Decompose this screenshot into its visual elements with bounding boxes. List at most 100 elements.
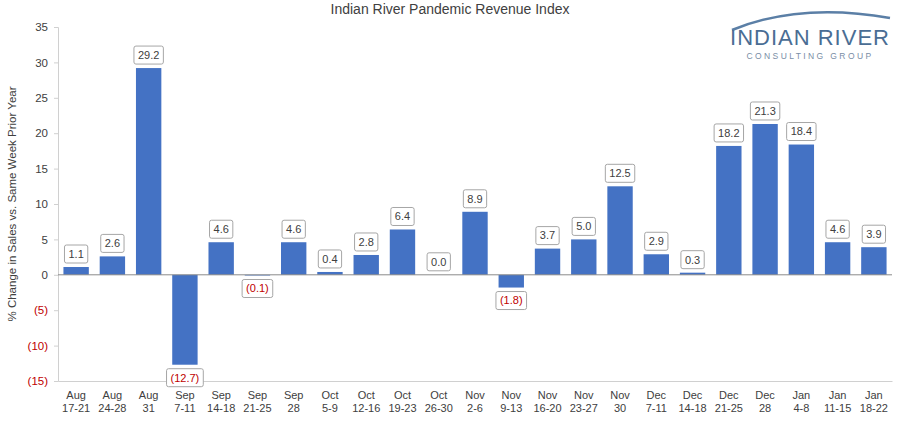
bar [861, 247, 886, 275]
bar [281, 242, 306, 275]
y-tick-mark [54, 27, 58, 28]
data-label-box [826, 220, 849, 238]
x-tick: Jan18-22 [860, 389, 888, 414]
data-label: 2.6 [101, 234, 124, 252]
data-label-text: 4.6 [286, 223, 301, 235]
data-label-box [714, 124, 743, 142]
y-tick-mark [54, 381, 58, 382]
data-label: 12.5 [605, 164, 634, 182]
y-tick: 0 [42, 269, 58, 281]
data-label-text: (0.1) [246, 282, 269, 294]
x-tick: Sep21-25 [243, 389, 271, 414]
x-tick: Dec7-11 [646, 389, 667, 414]
logo-tagline: CONSULTING GROUP [746, 51, 873, 61]
data-label-text: 2.9 [649, 235, 664, 247]
x-tick-label: Nov9-13 [500, 389, 522, 414]
data-label-box [787, 123, 816, 141]
bar [789, 145, 814, 275]
data-label-box [210, 220, 233, 238]
data-label-text: 2.8 [359, 236, 374, 248]
y-tick: 30 [35, 57, 58, 69]
data-label-box [536, 227, 559, 245]
bar [752, 124, 777, 275]
x-tick: Dec14-18 [678, 389, 706, 414]
x-tick-label: Nov2-6 [465, 389, 485, 414]
data-label-box [605, 164, 634, 182]
data-label-box [572, 217, 595, 235]
y-tick: 25 [35, 92, 58, 104]
data-label-box [101, 234, 124, 252]
x-tick-label: Oct5-9 [321, 389, 338, 414]
data-label: 3.9 [862, 225, 885, 243]
data-label-box [681, 251, 704, 269]
data-label: 2.8 [355, 233, 378, 251]
data-label: 6.4 [391, 207, 414, 225]
data-label-text: 12.5 [609, 167, 630, 179]
data-label-text: 4.6 [214, 223, 229, 235]
data-label-box [496, 292, 527, 310]
data-label-box [355, 233, 378, 251]
data-label-text: 3.9 [866, 228, 881, 240]
x-tick: Oct26-30 [425, 389, 453, 414]
data-label: 18.2 [714, 124, 743, 142]
data-label-box [862, 225, 885, 243]
y-tick: 20 [35, 127, 58, 139]
data-label-box [750, 102, 779, 120]
x-tick-label: Dec14-18 [678, 389, 706, 414]
data-label-text: 5.0 [576, 220, 591, 232]
data-label-text: 0.0 [431, 256, 446, 268]
x-tick-label: Nov16-20 [533, 389, 561, 414]
data-label: 0.4 [318, 250, 341, 268]
bar [825, 242, 850, 275]
x-tick-label: Sep28 [284, 389, 304, 414]
data-label-text: (12.7) [171, 372, 200, 384]
y-tick-label: 5 [42, 234, 48, 246]
x-tick: Aug31 [139, 389, 159, 414]
y-tick-mark [54, 310, 58, 311]
zero-line [58, 274, 892, 275]
data-label: 0.0 [427, 253, 450, 271]
y-tick-label: (15) [28, 375, 49, 387]
data-label-box [463, 190, 486, 208]
y-tick: (15) [28, 375, 58, 387]
data-label-text: 18.4 [791, 125, 812, 137]
y-axis: (15)(10)(5)05101520253035 [28, 21, 59, 387]
y-tick-label: (5) [34, 304, 48, 316]
x-tick: Jan4-8 [792, 389, 810, 414]
x-tick: Sep14-18 [207, 389, 235, 414]
x-tick: Oct19-23 [388, 389, 416, 414]
x-tick-label: Jan4-8 [792, 389, 810, 414]
x-tick-label: Aug17-21 [62, 389, 90, 414]
x-tick-label: Sep21-25 [243, 389, 271, 414]
bar [354, 255, 379, 275]
x-tick: Sep7-11 [174, 389, 195, 414]
y-tick: 15 [35, 163, 58, 175]
y-tick-label: (10) [28, 340, 49, 352]
y-tick-label: 35 [35, 21, 48, 33]
x-tick: Aug24-28 [98, 389, 126, 414]
x-tick: Oct12-16 [352, 389, 380, 414]
x-tick-label: Sep7-11 [174, 389, 195, 414]
y-tick-mark [54, 98, 58, 99]
data-label: 29.2 [134, 46, 163, 64]
logo: INDIAN RIVERCONSULTING GROUP [730, 12, 890, 61]
y-tick-label: 25 [35, 92, 48, 104]
x-tick-label: Jan18-22 [860, 389, 888, 414]
x-tick-label: Nov30 [610, 389, 630, 414]
bar [571, 239, 596, 274]
data-label-text: 4.6 [830, 223, 845, 235]
data-label-text: 21.3 [754, 105, 775, 117]
data-label: 8.9 [463, 190, 486, 208]
data-label-box [282, 220, 305, 238]
bar [63, 267, 88, 275]
x-tick: Oct5-9 [321, 389, 338, 414]
y-tick-label: 20 [35, 127, 48, 139]
logo-name: INDIAN RIVER [730, 25, 890, 50]
data-label: 5.0 [572, 217, 595, 235]
data-labels: 1.12.629.2(12.7)4.6(0.1)4.60.42.86.40.08… [64, 46, 885, 387]
data-label: 18.4 [787, 123, 816, 141]
data-label: (12.7) [167, 369, 204, 387]
data-label-text: 18.2 [718, 127, 739, 139]
data-label: (0.1) [242, 280, 273, 298]
title: Indian River Pandemic Revenue Index [331, 1, 570, 17]
